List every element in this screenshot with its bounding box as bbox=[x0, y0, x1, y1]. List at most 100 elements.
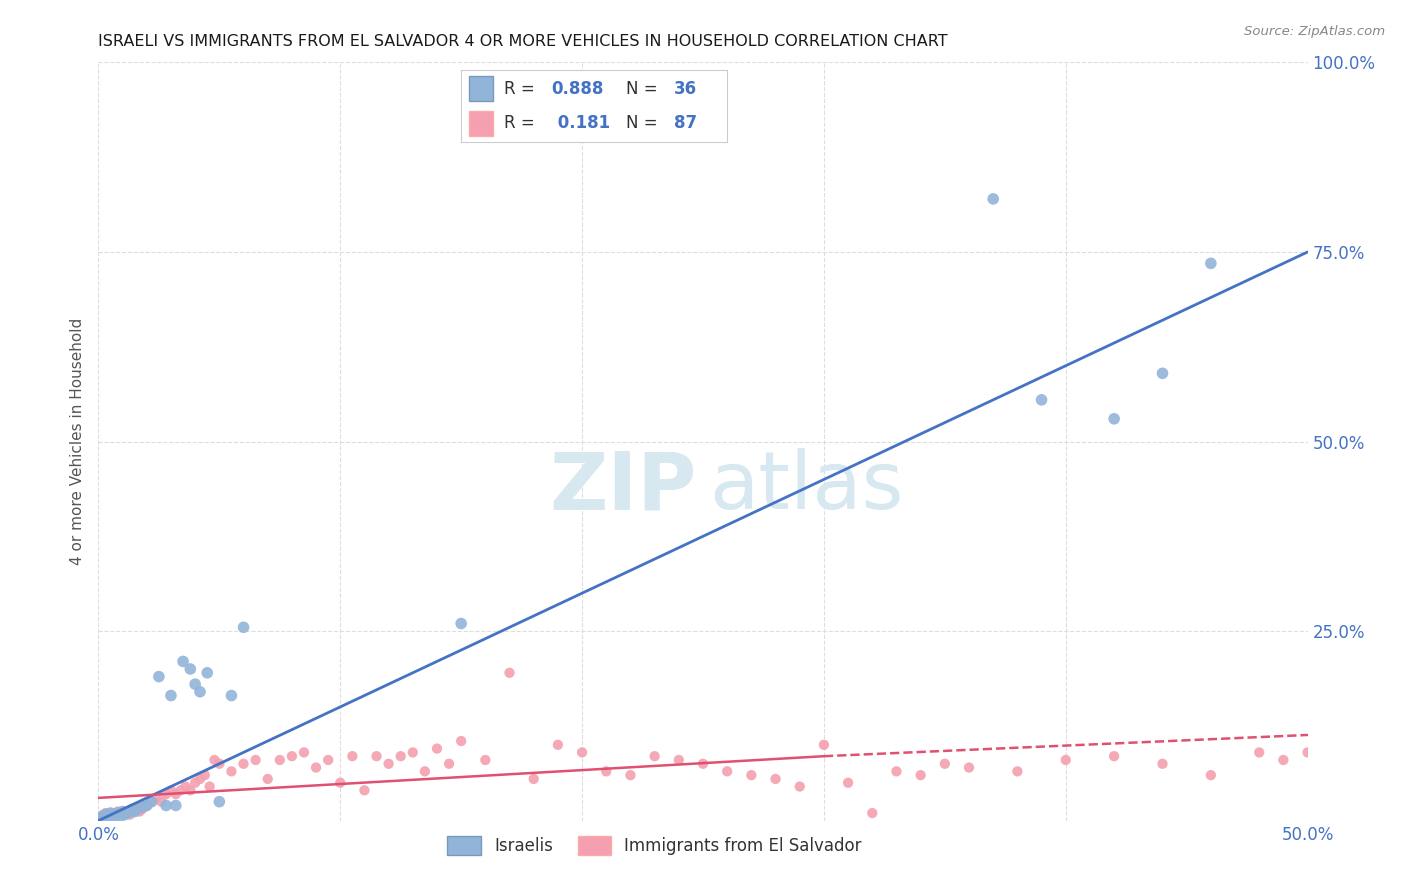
Point bbox=[107, 806, 129, 821]
Point bbox=[184, 776, 207, 790]
Y-axis label: 4 or more Vehicles in Household: 4 or more Vehicles in Household bbox=[69, 318, 84, 566]
Point bbox=[155, 798, 177, 813]
Point bbox=[1272, 753, 1295, 767]
Point bbox=[342, 749, 364, 764]
Point bbox=[108, 807, 131, 822]
Point bbox=[716, 764, 738, 779]
Point bbox=[353, 783, 375, 797]
Point bbox=[114, 805, 136, 819]
Point bbox=[668, 753, 690, 767]
Point bbox=[813, 738, 835, 752]
Point bbox=[957, 760, 980, 774]
Point bbox=[910, 768, 932, 782]
Point bbox=[232, 620, 254, 634]
Point bbox=[1309, 749, 1331, 764]
Point bbox=[91, 810, 114, 824]
Point bbox=[135, 798, 157, 813]
Point bbox=[148, 669, 170, 683]
Point bbox=[595, 764, 617, 779]
Point bbox=[547, 738, 569, 752]
Text: ISRAELI VS IMMIGRANTS FROM EL SALVADOR 4 OR MORE VEHICLES IN HOUSEHOLD CORRELATI: ISRAELI VS IMMIGRANTS FROM EL SALVADOR 4… bbox=[98, 34, 948, 49]
Point bbox=[172, 655, 194, 669]
Point bbox=[523, 772, 546, 786]
Point bbox=[188, 772, 211, 786]
Point bbox=[134, 800, 156, 814]
Point bbox=[97, 810, 120, 824]
Point bbox=[644, 749, 666, 764]
Point bbox=[329, 776, 352, 790]
Point bbox=[114, 807, 136, 822]
Point bbox=[886, 764, 908, 779]
Point bbox=[1007, 764, 1029, 779]
Point bbox=[174, 780, 197, 794]
Point bbox=[1152, 366, 1174, 380]
Point bbox=[208, 795, 231, 809]
Point bbox=[194, 768, 217, 782]
Point bbox=[1320, 753, 1343, 767]
Point bbox=[269, 753, 291, 767]
Point bbox=[450, 616, 472, 631]
Point bbox=[155, 787, 177, 801]
Point bbox=[292, 746, 315, 760]
Point bbox=[111, 806, 134, 821]
Point bbox=[117, 806, 139, 821]
Point bbox=[377, 756, 399, 771]
Point bbox=[860, 806, 883, 821]
Point bbox=[150, 795, 173, 809]
Point bbox=[100, 806, 122, 821]
Point bbox=[141, 795, 163, 809]
Point bbox=[111, 805, 134, 819]
Point bbox=[141, 795, 163, 809]
Point bbox=[127, 800, 149, 814]
Point bbox=[107, 805, 129, 819]
Point bbox=[1102, 749, 1125, 764]
Point bbox=[619, 768, 641, 782]
Legend: Israelis, Immigrants from El Salvador: Israelis, Immigrants from El Salvador bbox=[440, 829, 869, 862]
Point bbox=[184, 677, 207, 691]
Point bbox=[1152, 756, 1174, 771]
Point bbox=[1199, 768, 1222, 782]
Point bbox=[179, 783, 201, 797]
Point bbox=[100, 806, 122, 821]
Point bbox=[94, 806, 117, 821]
Point bbox=[765, 772, 787, 786]
Point bbox=[316, 753, 339, 767]
Point bbox=[1296, 746, 1319, 760]
Point bbox=[121, 802, 143, 816]
Point bbox=[127, 802, 149, 816]
Point bbox=[305, 760, 328, 774]
Point bbox=[1054, 753, 1077, 767]
Point bbox=[90, 810, 112, 824]
Point bbox=[1333, 756, 1355, 771]
Point bbox=[256, 772, 278, 786]
Point bbox=[981, 192, 1004, 206]
Point bbox=[188, 685, 211, 699]
Point bbox=[179, 662, 201, 676]
Point bbox=[789, 780, 811, 794]
Point bbox=[204, 753, 226, 767]
Point bbox=[221, 764, 243, 779]
Point bbox=[145, 791, 167, 805]
Text: Source: ZipAtlas.com: Source: ZipAtlas.com bbox=[1244, 25, 1385, 38]
Point bbox=[97, 810, 120, 824]
Point bbox=[208, 756, 231, 771]
Point bbox=[245, 753, 267, 767]
Point bbox=[160, 689, 183, 703]
Point bbox=[91, 807, 114, 822]
Point bbox=[90, 810, 112, 824]
Point bbox=[195, 665, 218, 680]
Point bbox=[108, 810, 131, 824]
Point bbox=[1031, 392, 1053, 407]
Point bbox=[426, 741, 449, 756]
Point bbox=[94, 807, 117, 822]
Point bbox=[389, 749, 412, 764]
Point bbox=[104, 807, 127, 822]
Point bbox=[1249, 746, 1271, 760]
Point bbox=[131, 802, 153, 816]
Point bbox=[124, 805, 146, 819]
Point bbox=[232, 756, 254, 771]
Point bbox=[1102, 412, 1125, 426]
Point bbox=[169, 783, 191, 797]
Point bbox=[128, 805, 150, 819]
Point bbox=[101, 807, 124, 822]
